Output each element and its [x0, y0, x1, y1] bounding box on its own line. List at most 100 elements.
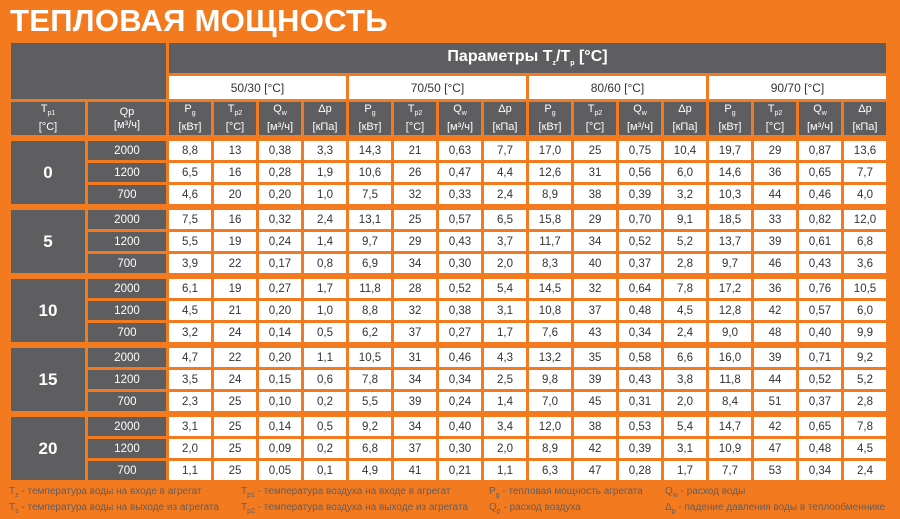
tp1-cell: 0 [11, 138, 85, 204]
qp-cell: 2000 [87, 207, 166, 229]
value-cell: 8,8 [349, 301, 391, 320]
subcol-label: T [407, 103, 415, 116]
value-cell: 9,8 [529, 370, 571, 389]
value-cell: 0,65 [799, 163, 841, 182]
value-cell: 13,2 [529, 345, 571, 367]
subcol-sub: w [821, 110, 827, 118]
table-row: 15 2000 4,7 22 0,20 1,1 10,5 31 0,46 4,3 13,2 35 0,5… [11, 345, 886, 411]
qp-cell: 700 [87, 254, 166, 273]
value-cell: 7,7 [844, 163, 886, 182]
value-cell: 1,0 [304, 185, 346, 204]
value-cell: 19 [214, 276, 256, 298]
value-cell: 7,6 [529, 323, 571, 342]
value-cell: 4,5 [169, 301, 211, 320]
subcol-unit: [м³/ч] [806, 120, 834, 133]
subcol-sub: w [461, 110, 467, 118]
subcol-sub: p2 [774, 110, 783, 118]
value-cell: 21 [214, 301, 256, 320]
value-cell: 22 [214, 254, 256, 273]
value-cell: 9,1 [664, 207, 706, 229]
value-cell: 24 [214, 323, 256, 342]
value-cell: 0,48 [619, 301, 661, 320]
value-cell: 2,0 [664, 392, 706, 411]
qp-cell: 2000 [87, 138, 166, 160]
tp1-cell: 15 [11, 345, 85, 411]
legend-item: Pg - тепловая мощность агрегата [489, 486, 643, 502]
value-cell: 0,38 [439, 301, 481, 320]
value-cell: 0,56 [619, 163, 661, 182]
value-cell: 0,15 [259, 370, 301, 389]
value-cell: 11,7 [529, 232, 571, 251]
value-cell: 0,71 [799, 345, 841, 367]
params-label: /T [556, 48, 571, 66]
value-cell: 6,8 [844, 232, 886, 251]
value-cell: 1,7 [664, 461, 706, 480]
value-cell: 0,20 [259, 301, 301, 320]
legend-sub: s [15, 508, 19, 515]
value-cell: 0,40 [799, 323, 841, 342]
value-cell: 32 [394, 185, 436, 204]
subcol-sub: g [191, 110, 196, 118]
subcol-unit: [м³/ч] [446, 120, 474, 133]
value-cell: 7,8 [664, 276, 706, 298]
table-row: 1200 4,5 21 0,20 1,0 8,8 32 0,38 3,1 10,8 37 0,48 4,… [11, 301, 886, 320]
value-cell: 3,9 [169, 254, 211, 273]
subcol-sub: g [731, 110, 736, 118]
value-cell: 10,6 [349, 163, 391, 182]
value-cell: 19 [214, 232, 256, 251]
legend-sub: p1 [247, 492, 255, 499]
value-cell: 25 [214, 461, 256, 480]
table-row: 700 4,6 20 0,20 1,0 7,5 32 0,33 2,4 8,9 38 0,39 3,2 1… [11, 185, 886, 204]
value-cell: 10,4 [664, 138, 706, 160]
value-cell: 3,1 [169, 414, 211, 436]
subcol-header: Pg [кВт] [169, 102, 211, 135]
value-cell: 4,9 [349, 461, 391, 480]
value-cell: 28 [394, 276, 436, 298]
value-cell: 22 [214, 345, 256, 367]
value-cell: 18,5 [709, 207, 751, 229]
value-cell: 31 [394, 345, 436, 367]
table-row: 700 3,2 24 0,14 0,5 6,2 37 0,27 1,7 7,6 43 0,34 2,4 9… [11, 323, 886, 342]
legend-symbol: T [241, 502, 248, 513]
subcol-header: Tp2 [°C] [754, 102, 796, 135]
value-cell: 3,1 [484, 301, 526, 320]
table-row: 1200 5,5 19 0,24 1,4 9,7 29 0,43 3,7 11,7 34 0,52 5,… [11, 232, 886, 251]
value-cell: 6,6 [664, 345, 706, 367]
value-cell: 34 [574, 232, 616, 251]
value-cell: 0,6 [304, 370, 346, 389]
params-header: Параметры Tz/Tp [°C] [169, 43, 886, 73]
heat-output-table: Параметры Tz/Tp [°C] 50/30 [°C] 70/50 [°C]… [8, 40, 889, 483]
value-cell: 0,24 [439, 392, 481, 411]
value-cell: 16 [214, 163, 256, 182]
value-cell: 0,14 [259, 323, 301, 342]
value-cell: 36 [754, 276, 796, 298]
value-cell: 6,5 [484, 207, 526, 229]
legend-sub: p2 [247, 508, 255, 515]
table-row: 20 2000 3,1 25 0,14 0,5 9,2 34 0,40 3,4 12,0 38 0,53… [11, 414, 886, 480]
legend-symbol: T [9, 502, 16, 513]
value-cell: 35 [574, 345, 616, 367]
legend-sub: w [672, 492, 678, 499]
value-cell: 3,2 [664, 185, 706, 204]
value-cell: 13,6 [844, 138, 886, 160]
value-cell: 21 [394, 138, 436, 160]
legend-sub: p [671, 508, 676, 515]
legend-symbol: Q [665, 486, 673, 497]
value-cell: 24 [214, 370, 256, 389]
value-cell: 0,47 [439, 163, 481, 182]
tp1-unit: [°C] [38, 120, 58, 133]
value-cell: 0,37 [799, 392, 841, 411]
value-cell: 5,5 [169, 232, 211, 251]
value-cell: 7,5 [169, 207, 211, 229]
value-cell: 0,43 [439, 232, 481, 251]
value-cell: 42 [754, 414, 796, 436]
value-cell: 19,7 [709, 138, 751, 160]
value-cell: 3,5 [169, 370, 211, 389]
value-cell: 0,40 [439, 414, 481, 436]
tp1-cell: 5 [11, 207, 85, 273]
value-cell: 3,2 [169, 323, 211, 342]
legend-text: - температура воды на входе в агрегат [18, 486, 202, 497]
group-header: 70/50 [°C] [349, 76, 526, 99]
legend-text: - падение давления воды в теплообменнике [675, 502, 886, 513]
value-cell: 2,8 [844, 392, 886, 411]
